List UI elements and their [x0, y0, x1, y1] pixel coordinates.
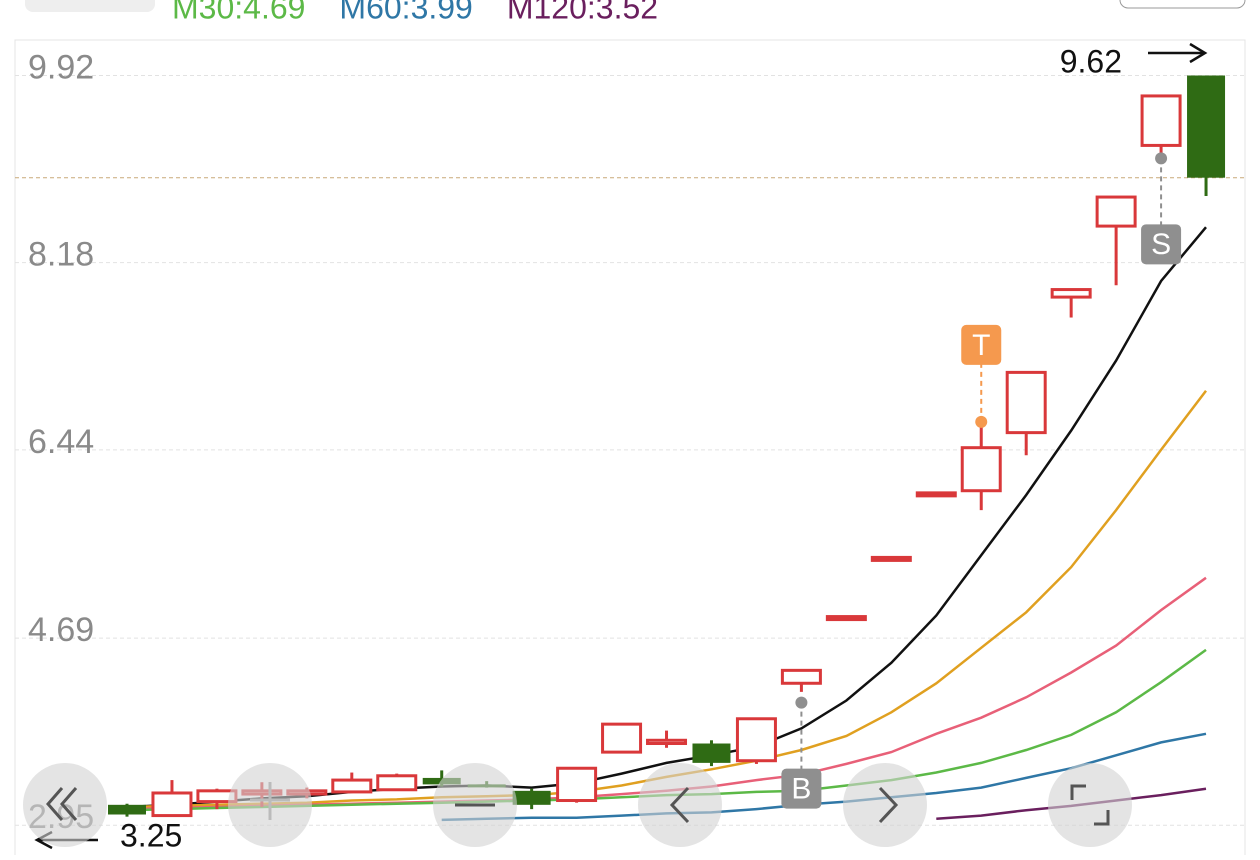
grid: 2.954.696.448.189.92 — [15, 48, 1245, 836]
zoom-out-button[interactable] — [433, 763, 517, 847]
next-button[interactable] — [843, 763, 927, 847]
y-tick-label: 8.18 — [28, 236, 94, 274]
candle-body — [151, 791, 193, 818]
candle-body — [1140, 94, 1182, 147]
candle-body — [870, 555, 912, 562]
y-tick-label: 6.44 — [28, 423, 94, 461]
candle-body — [735, 717, 777, 763]
candle-body — [1095, 195, 1137, 228]
candle-body — [512, 790, 551, 805]
legend-entry: M60:3.99 — [339, 0, 472, 25]
marker-box — [1141, 224, 1182, 265]
candle-body — [1187, 75, 1226, 178]
candle-body — [556, 766, 598, 803]
y-tick-label: 4.69 — [28, 611, 94, 649]
marker-dot — [1155, 152, 1168, 165]
high-arrowhead — [1189, 42, 1208, 64]
legend: M30:4.69 M60:3.99 M120:3.52 — [172, 0, 658, 25]
marker-label: S — [1151, 228, 1171, 261]
toolbar — [23, 763, 1132, 847]
marker-dot — [795, 696, 808, 709]
candle-body — [825, 615, 867, 622]
candle-body — [601, 722, 643, 754]
candle-body — [1050, 288, 1092, 299]
marker-box — [781, 768, 822, 809]
fullscreen-button[interactable] — [1048, 763, 1132, 847]
back-button[interactable] — [23, 763, 107, 847]
high-label: 9.62 — [1060, 43, 1122, 79]
option-button[interactable] — [1119, 0, 1246, 9]
marker-dot — [975, 415, 988, 428]
y-tick-label: 9.92 — [28, 48, 94, 86]
low-label: 3.25 — [120, 817, 182, 853]
zoom-in-button[interactable] — [228, 763, 312, 847]
candle-body — [1005, 370, 1047, 435]
candle-body — [331, 778, 373, 794]
marker-box — [961, 324, 1002, 365]
marker-label: B — [791, 773, 811, 806]
candle-body — [692, 743, 731, 763]
legend-entry: M120:3.52 — [507, 0, 658, 25]
marker-label: T — [972, 329, 990, 362]
legend-entry: M30:4.69 — [172, 0, 305, 25]
candle-body — [646, 738, 688, 746]
period-button[interactable] — [25, 0, 155, 12]
prev-button[interactable] — [638, 763, 722, 847]
markers: B T S — [781, 152, 1182, 809]
candle-body — [960, 446, 1002, 493]
candle-body — [376, 774, 418, 792]
candle-body — [915, 491, 957, 498]
candles — [108, 75, 1226, 818]
high-annotation: 9.62 — [1060, 42, 1208, 79]
candle-body — [780, 668, 822, 685]
ma-line — [126, 226, 1207, 809]
candle-body — [108, 804, 146, 815]
plot-frame — [14, 39, 1246, 860]
